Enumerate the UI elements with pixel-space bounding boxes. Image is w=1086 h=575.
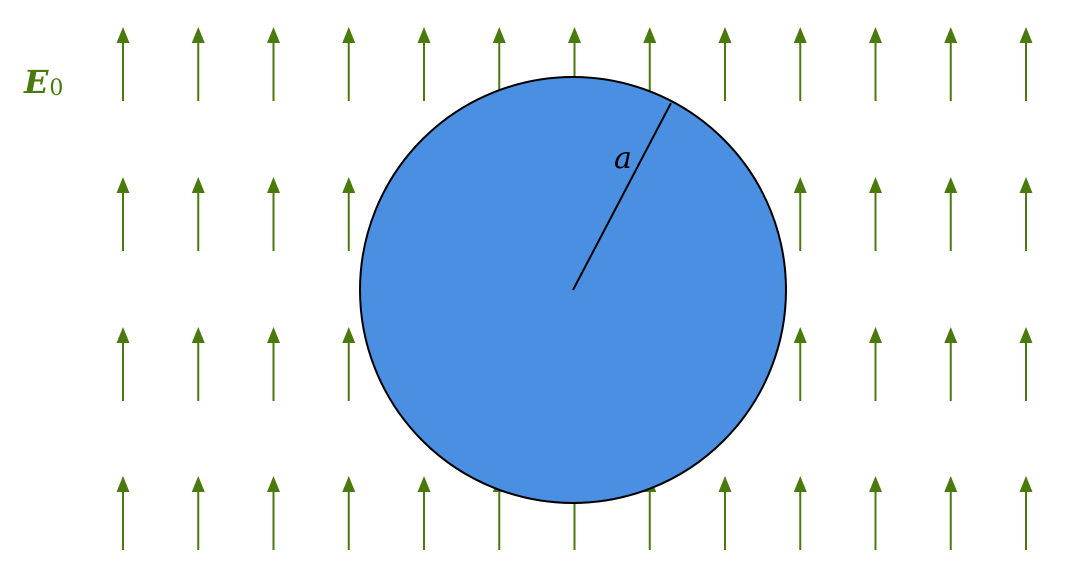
field-arrow	[116, 27, 130, 101]
field-arrow	[1019, 27, 1033, 101]
field-arrow	[718, 27, 732, 101]
field-arrow	[417, 27, 431, 101]
field-arrow	[869, 177, 882, 251]
field-arrow	[793, 27, 807, 101]
field-arrow	[944, 327, 958, 401]
field-arrow	[342, 27, 356, 101]
field-label: E0	[24, 66, 63, 100]
field-arrow	[267, 327, 280, 401]
radius-label: a	[614, 141, 632, 176]
field-arrow	[1019, 476, 1033, 550]
field-arrow	[191, 27, 205, 101]
field-arrow	[191, 327, 205, 401]
field-arrow	[1019, 327, 1033, 401]
field-arrow	[944, 177, 958, 251]
field-subscript: 0	[49, 76, 64, 101]
field-arrow	[191, 476, 205, 550]
field-arrow	[116, 476, 130, 550]
field-arrow	[116, 177, 130, 251]
field-arrow	[417, 476, 431, 550]
field-arrow	[944, 27, 958, 101]
field-arrow	[869, 27, 882, 101]
field-arrow	[267, 476, 280, 550]
field-arrow	[944, 476, 958, 550]
field-arrow	[793, 327, 807, 401]
field-arrow	[342, 177, 356, 251]
field-arrow	[793, 177, 807, 251]
field-symbol: E	[24, 63, 49, 101]
field-arrow	[1019, 177, 1033, 251]
field-arrow	[116, 327, 130, 401]
field-arrow	[342, 476, 356, 550]
field-arrow	[267, 177, 280, 251]
field-arrow	[718, 476, 732, 550]
field-arrow	[869, 476, 882, 550]
radius-line	[572, 102, 672, 291]
field-arrow	[342, 327, 356, 401]
field-arrow	[191, 177, 205, 251]
field-arrow	[869, 327, 882, 401]
field-arrow	[793, 476, 807, 550]
field-arrow	[267, 27, 280, 101]
